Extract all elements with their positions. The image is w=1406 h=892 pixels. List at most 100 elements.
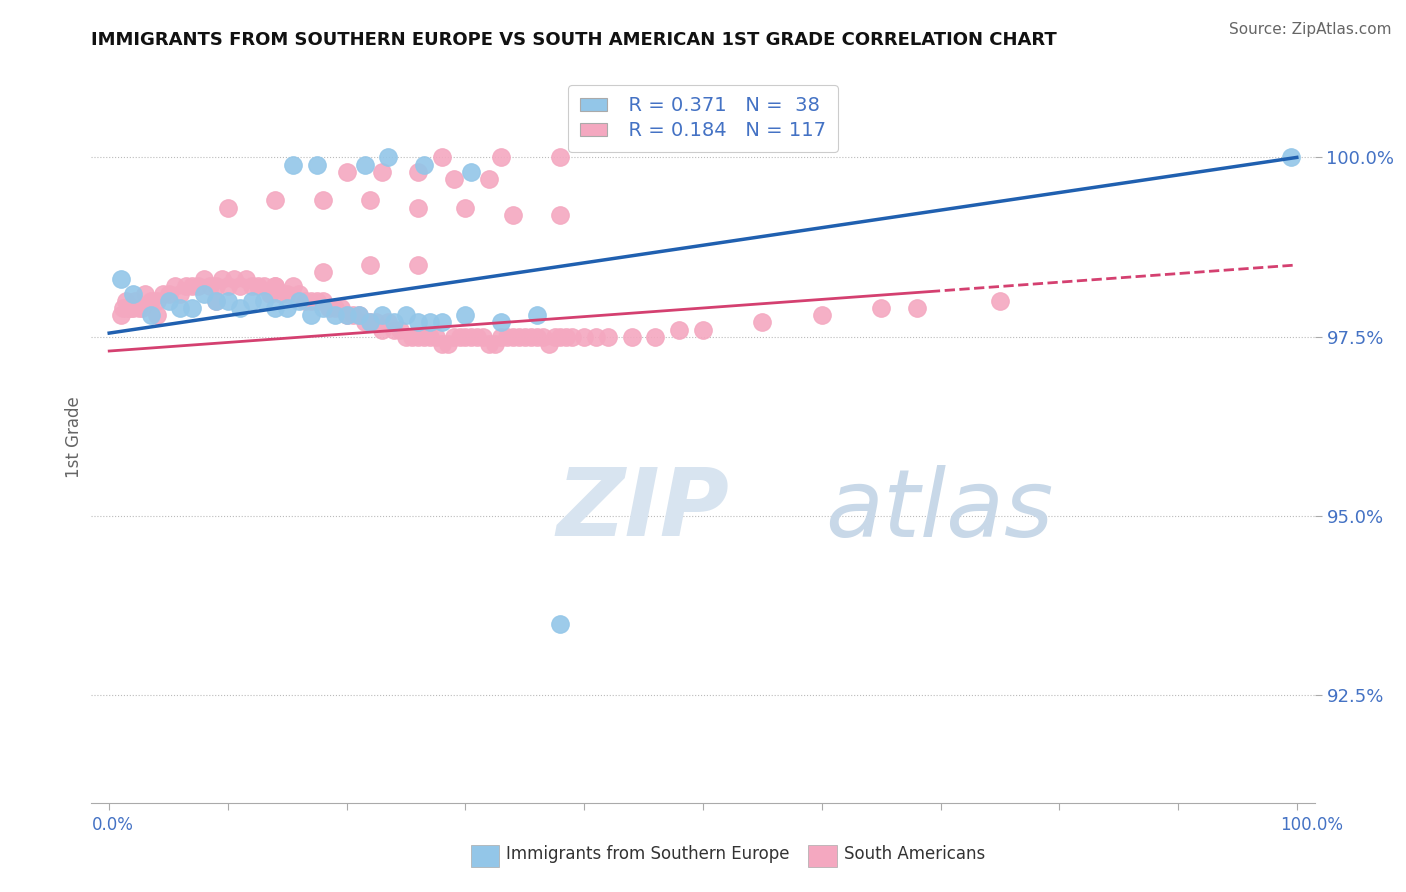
Point [395,308,418,322]
Point [181,301,204,315]
Point [489,150,512,164]
Text: 0.0%: 0.0% [91,816,134,834]
Point [312,301,335,315]
Point [205,293,228,308]
Point [988,293,1011,308]
Point [122,286,145,301]
Point [222,272,245,286]
Point [478,336,501,351]
Point [169,286,191,301]
Point [406,329,429,343]
Point [131,301,153,315]
Point [128,301,150,315]
Point [240,279,263,293]
Point [288,286,311,301]
Point [217,293,239,308]
Point [312,265,335,279]
Point [359,194,381,208]
Point [401,329,423,343]
Point [543,329,565,343]
Point [430,150,453,164]
Point [574,329,596,343]
Point [513,329,536,343]
Point [668,322,690,336]
Point [145,308,167,322]
Point [561,329,583,343]
Point [905,301,928,315]
Point [406,201,429,215]
Point [110,272,132,286]
Point [117,301,139,315]
Text: atlas: atlas [825,465,1053,556]
Point [366,315,388,329]
Point [193,286,215,301]
Point [810,308,832,322]
Point [112,301,135,315]
Point [443,172,465,186]
Point [283,279,305,293]
Point [157,286,180,301]
Point [217,201,239,215]
Point [312,293,335,308]
Text: 100.0%: 100.0% [1279,816,1343,834]
Point [585,329,607,343]
Point [382,315,405,329]
Point [377,315,399,329]
Y-axis label: 1st Grade: 1st Grade [65,396,83,478]
Point [264,301,287,315]
Point [472,329,495,343]
Point [323,308,346,322]
Point [246,279,269,293]
Point [489,315,512,329]
Point [596,329,619,343]
Point [460,329,482,343]
Point [124,293,146,308]
Point [264,279,287,293]
Point [508,329,530,343]
Point [502,208,524,222]
Point [406,165,429,179]
Point [305,293,328,308]
Point [163,279,186,293]
Point [217,279,239,293]
Text: IMMIGRANTS FROM SOUTHERN EUROPE VS SOUTH AMERICAN 1ST GRADE CORRELATION CHART: IMMIGRANTS FROM SOUTHERN EUROPE VS SOUTH… [91,31,1057,49]
Point [110,308,132,322]
Point [454,308,477,322]
Point [550,616,572,631]
Point [359,315,381,329]
Point [425,329,447,343]
Point [430,336,453,351]
Point [353,158,375,172]
Point [531,329,554,343]
Point [259,286,281,301]
Point [467,329,489,343]
Point [145,293,167,308]
Text: Immigrants from Southern Europe: Immigrants from Southern Europe [506,845,790,863]
Point [478,172,501,186]
Point [382,322,405,336]
Point [537,336,560,351]
Point [395,329,418,343]
Point [264,194,287,208]
Point [198,279,221,293]
Point [157,293,180,308]
Text: Source: ZipAtlas.com: Source: ZipAtlas.com [1229,22,1392,37]
Text: South Americans: South Americans [844,845,984,863]
Point [114,293,136,308]
Point [193,272,215,286]
Point [120,301,142,315]
Point [870,301,893,315]
Point [377,150,399,164]
Point [419,315,441,329]
Point [323,301,346,315]
Point [389,322,412,336]
Point [419,329,441,343]
Point [436,336,458,351]
Point [347,308,370,322]
Point [692,322,714,336]
Point [449,329,471,343]
Point [276,286,298,301]
Point [347,308,370,322]
Point [205,293,228,308]
Point [235,272,257,286]
